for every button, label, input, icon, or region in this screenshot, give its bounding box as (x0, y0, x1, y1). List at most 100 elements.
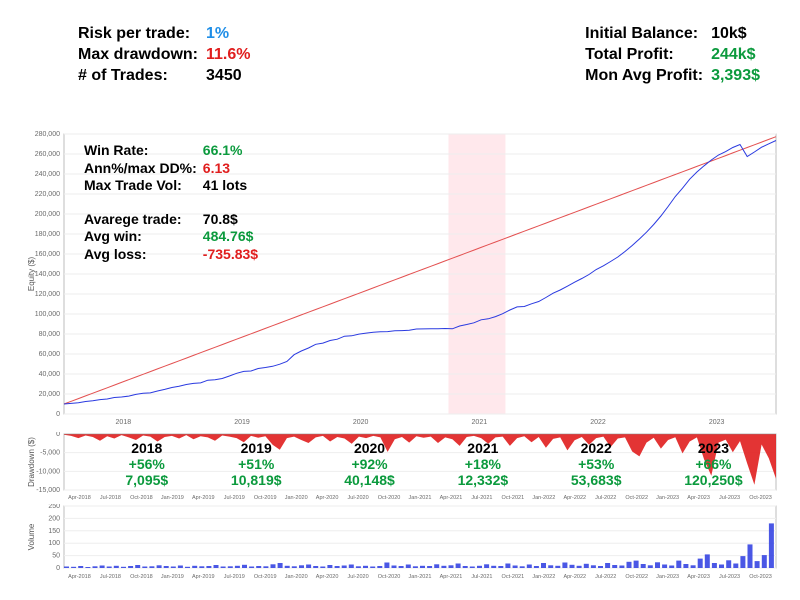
svg-text:160,000: 160,000 (35, 251, 60, 258)
header-stats-left: Risk per trade: 1% Max drawdown: 11.6% #… (78, 24, 251, 86)
svg-text:-5,000: -5,000 (40, 450, 60, 457)
svg-text:Apr-2021: Apr-2021 (440, 574, 463, 580)
svg-text:Oct-2020: Oct-2020 (378, 574, 401, 580)
year-amount: 40,148$ (344, 472, 395, 488)
svg-text:Apr-2020: Apr-2020 (316, 495, 339, 501)
year-amount: 53,683$ (571, 472, 622, 488)
svg-text:Apr-2020: Apr-2020 (316, 574, 339, 580)
svg-text:140,000: 140,000 (35, 271, 60, 278)
stat-label: Avg loss: (84, 246, 197, 264)
svg-text:Apr-2022: Apr-2022 (563, 574, 586, 580)
stat-label: # of Trades: (78, 66, 198, 87)
svg-text:Equity ($): Equity ($) (27, 257, 36, 292)
svg-text:Oct-2019: Oct-2019 (254, 574, 277, 580)
svg-text:Jul-2020: Jul-2020 (348, 495, 369, 501)
svg-text:2019: 2019 (234, 419, 250, 426)
stat-value: 70.8$ (203, 211, 258, 229)
svg-text:120,000: 120,000 (35, 291, 60, 298)
svg-text:Apr-2023: Apr-2023 (687, 574, 710, 580)
stat-value: 6.13 (203, 160, 258, 178)
svg-text:Oct-2021: Oct-2021 (502, 574, 525, 580)
svg-text:Oct-2020: Oct-2020 (378, 495, 401, 501)
stat-value: 66.1% (203, 142, 258, 160)
stat-value: 3450 (206, 66, 250, 87)
header-stats-right: Initial Balance: 10k$ Total Profit: 244k… (585, 24, 760, 86)
stat-label: Avg win: (84, 228, 197, 246)
svg-text:2022: 2022 (590, 419, 606, 426)
svg-text:Jul-2023: Jul-2023 (719, 495, 740, 501)
svg-text:2021: 2021 (472, 419, 488, 426)
svg-text:60,000: 60,000 (39, 351, 61, 358)
svg-text:100: 100 (48, 540, 60, 547)
volume-chart: 050100150200250VolumeApr-2018Jul-2018Oct… (24, 504, 780, 584)
svg-text:Jul-2021: Jul-2021 (471, 495, 492, 501)
year-col: 2023 +66% 120,250$ (684, 440, 742, 488)
svg-text:Jan-2020: Jan-2020 (285, 574, 308, 580)
stat-label: Total Profit: (585, 45, 703, 66)
stat-label: Avarege trade: (84, 211, 197, 229)
stat-value: 10k$ (711, 24, 760, 45)
svg-text:-10,000: -10,000 (36, 468, 60, 475)
svg-text:Oct-2023: Oct-2023 (749, 574, 772, 580)
stat-label: Win Rate: (84, 142, 197, 160)
svg-text:Volume: Volume (27, 523, 36, 550)
svg-text:Jan-2021: Jan-2021 (409, 495, 432, 501)
svg-text:20,000: 20,000 (39, 391, 61, 398)
svg-text:200: 200 (48, 515, 60, 522)
year-col: 2019 +51% 10,819$ (231, 440, 282, 488)
stat-label: Risk per trade: (78, 24, 198, 45)
year-label: 2019 (241, 440, 272, 456)
stat-label: Initial Balance: (585, 24, 703, 45)
stat-label: Mon Avg Profit: (585, 66, 703, 87)
svg-text:Jan-2022: Jan-2022 (532, 495, 555, 501)
stat-value: 244k$ (711, 45, 760, 66)
svg-text:280,000: 280,000 (35, 131, 60, 138)
svg-text:Jul-2022: Jul-2022 (595, 495, 616, 501)
svg-text:Jul-2018: Jul-2018 (100, 574, 121, 580)
svg-text:Jul-2023: Jul-2023 (719, 574, 740, 580)
stat-label: Max Trade Vol: (84, 177, 197, 195)
svg-text:Apr-2018: Apr-2018 (68, 495, 91, 501)
year-col: 2020 +92% 40,148$ (344, 440, 395, 488)
stat-value: -735.83$ (203, 246, 258, 264)
year-pct: +51% (238, 456, 274, 472)
year-label: 2021 (467, 440, 498, 456)
header-stats: Risk per trade: 1% Max drawdown: 11.6% #… (78, 24, 760, 86)
svg-text:Jan-2023: Jan-2023 (656, 495, 679, 501)
stat-label: Max drawdown: (78, 45, 198, 66)
svg-text:Jan-2019: Jan-2019 (161, 574, 184, 580)
stat-label: Ann%/max DD%: (84, 160, 197, 178)
svg-text:-15,000: -15,000 (36, 487, 60, 494)
svg-text:Oct-2022: Oct-2022 (625, 574, 648, 580)
svg-text:Jan-2021: Jan-2021 (409, 574, 432, 580)
svg-text:Oct-2018: Oct-2018 (130, 495, 153, 501)
chart-area: 020,00040,00060,00080,000100,000120,0001… (24, 130, 780, 590)
svg-text:220,000: 220,000 (35, 191, 60, 198)
year-pct: +56% (129, 456, 165, 472)
svg-text:100,000: 100,000 (35, 311, 60, 318)
svg-text:Apr-2022: Apr-2022 (563, 495, 586, 501)
year-returns: 2018 +56% 7,095$ 2019 +51% 10,819$ 2020 … (94, 440, 774, 488)
svg-text:Jul-2019: Jul-2019 (224, 574, 245, 580)
year-col: 2021 +18% 12,332$ (458, 440, 509, 488)
svg-text:Oct-2019: Oct-2019 (254, 495, 277, 501)
svg-text:Jul-2022: Jul-2022 (595, 574, 616, 580)
svg-text:2018: 2018 (116, 419, 132, 426)
svg-text:Oct-2018: Oct-2018 (130, 574, 153, 580)
svg-text:180,000: 180,000 (35, 231, 60, 238)
year-label: 2023 (698, 440, 729, 456)
svg-text:Apr-2019: Apr-2019 (192, 574, 215, 580)
year-pct: +18% (465, 456, 501, 472)
year-amount: 10,819$ (231, 472, 282, 488)
svg-text:50: 50 (52, 553, 60, 560)
svg-text:80,000: 80,000 (39, 331, 61, 338)
year-col: 2022 +53% 53,683$ (571, 440, 622, 488)
svg-text:2020: 2020 (353, 419, 369, 426)
year-label: 2020 (354, 440, 385, 456)
svg-text:260,000: 260,000 (35, 151, 60, 158)
svg-text:Jul-2020: Jul-2020 (348, 574, 369, 580)
stat-value: 3,393$ (711, 66, 760, 87)
svg-text:Oct-2022: Oct-2022 (625, 495, 648, 501)
svg-text:Jan-2019: Jan-2019 (161, 495, 184, 501)
year-pct: +92% (351, 456, 387, 472)
